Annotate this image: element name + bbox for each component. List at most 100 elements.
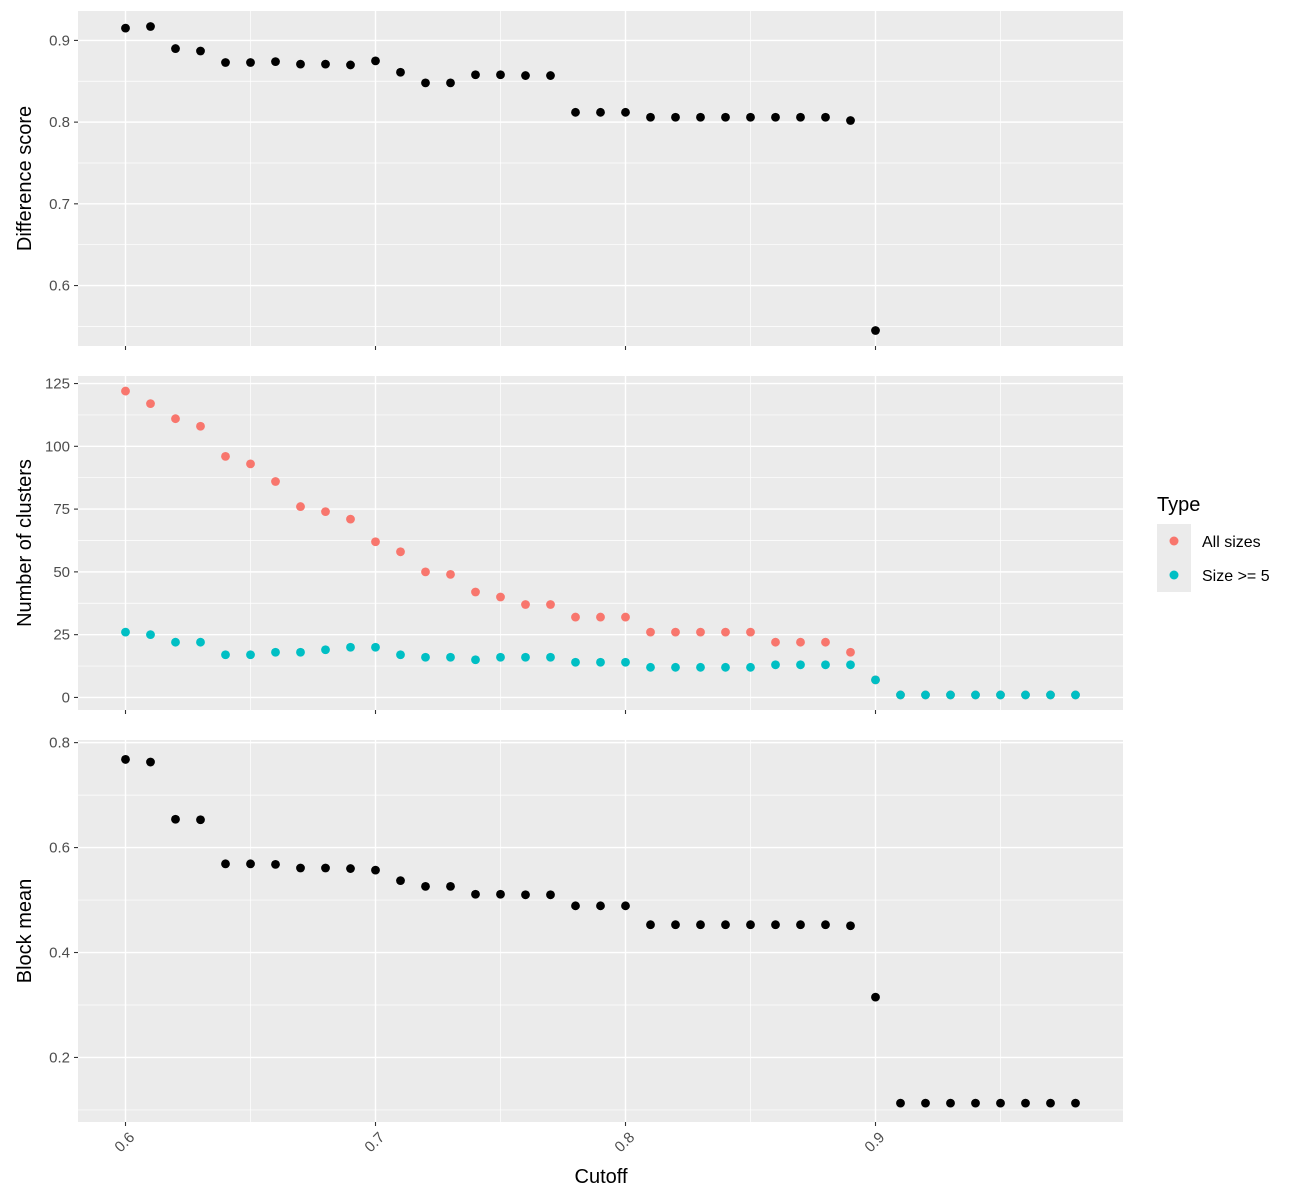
data-point — [246, 58, 255, 67]
data-point — [396, 67, 405, 77]
data-point — [221, 859, 230, 869]
data-point — [771, 920, 780, 930]
data-point — [896, 690, 905, 700]
x-tick-label: 0.7 — [361, 1129, 388, 1156]
data-point — [1021, 1098, 1030, 1108]
data-point — [271, 859, 280, 869]
panel-2: 0 25 50 75 100 125 Number of clusters — [14, 376, 1123, 714]
data-point — [146, 399, 155, 409]
data-point — [721, 627, 730, 637]
data-point — [371, 865, 380, 875]
y-tick-label: 50 — [53, 564, 70, 581]
data-point — [271, 57, 280, 67]
data-point — [696, 112, 705, 122]
series-1 — [121, 755, 1080, 1108]
data-point — [821, 112, 830, 122]
data-point — [496, 592, 505, 602]
data-point — [371, 642, 380, 652]
data-point — [796, 920, 805, 930]
data-point — [221, 650, 230, 660]
y-tick-label: 0 — [62, 689, 70, 706]
data-point — [346, 60, 355, 70]
data-point — [196, 815, 205, 825]
data-point — [546, 600, 555, 609]
data-point — [446, 569, 455, 579]
data-point — [546, 652, 555, 662]
data-point — [696, 627, 705, 637]
data-point — [821, 920, 830, 930]
data-point — [296, 647, 305, 657]
data-point — [746, 112, 755, 122]
data-point — [671, 662, 680, 672]
y-tick-label: 0.8 — [49, 114, 70, 131]
data-point — [496, 652, 505, 662]
data-point — [396, 650, 405, 660]
data-point — [1071, 690, 1080, 700]
data-point — [121, 627, 130, 637]
data-point — [996, 690, 1005, 700]
data-point — [821, 660, 830, 670]
data-point — [621, 612, 630, 622]
data-point — [946, 690, 955, 700]
y-tick-label: 0.2 — [49, 1049, 70, 1066]
data-point — [371, 56, 380, 66]
data-point — [196, 46, 205, 56]
data-point — [246, 650, 255, 660]
data-point — [646, 112, 655, 122]
data-point — [496, 70, 505, 80]
data-point — [721, 662, 730, 672]
legend-label-all-sizes: All sizes — [1202, 534, 1261, 551]
data-point — [921, 690, 930, 700]
data-point — [196, 421, 205, 431]
data-point — [421, 652, 430, 662]
y-tick-label: 0.4 — [49, 945, 70, 962]
data-point — [171, 414, 180, 424]
data-point — [646, 627, 655, 637]
data-point — [971, 1098, 980, 1108]
y-tick-label: 100 — [45, 438, 70, 455]
data-point — [946, 1098, 955, 1108]
data-point — [921, 1098, 930, 1108]
series-1 — [121, 386, 1080, 700]
data-point — [721, 112, 730, 122]
data-point — [746, 627, 755, 637]
data-point — [421, 881, 430, 891]
panel-background — [78, 11, 1123, 346]
data-point — [346, 864, 355, 873]
data-point — [796, 660, 805, 670]
data-point — [296, 502, 305, 511]
panel-3: 0.2 0.4 0.6 0.8 Block mean 0.6 0.7 0.8 0.9 — [14, 735, 1123, 1156]
data-point — [221, 451, 230, 461]
x-tick-label: 0.6 — [111, 1129, 138, 1156]
data-point — [221, 58, 230, 67]
data-point — [596, 612, 605, 622]
data-point — [521, 71, 530, 80]
series-2 — [121, 627, 1080, 700]
data-point — [296, 59, 305, 69]
data-point — [696, 662, 705, 672]
data-point — [471, 70, 480, 80]
data-point — [446, 78, 455, 88]
legend: Type All sizes Size >= 5 — [1157, 494, 1270, 592]
data-point — [521, 600, 530, 609]
data-point — [371, 537, 380, 547]
legend-title: Type — [1157, 494, 1200, 516]
data-point — [171, 44, 180, 53]
data-point — [246, 459, 255, 469]
data-point — [746, 920, 755, 930]
data-point — [271, 477, 280, 486]
y-tick-label: 0.7 — [49, 196, 70, 213]
y-tick-label: 0.6 — [49, 278, 70, 295]
y-axis-title: Number of clusters — [14, 459, 36, 627]
data-point — [471, 587, 480, 597]
data-point — [621, 657, 630, 667]
data-point — [246, 859, 255, 869]
data-point — [896, 1098, 905, 1108]
data-point — [596, 901, 605, 911]
data-point — [321, 645, 330, 655]
data-point — [146, 630, 155, 640]
data-point — [396, 547, 405, 557]
data-point — [771, 660, 780, 670]
panel-background — [78, 740, 1123, 1122]
